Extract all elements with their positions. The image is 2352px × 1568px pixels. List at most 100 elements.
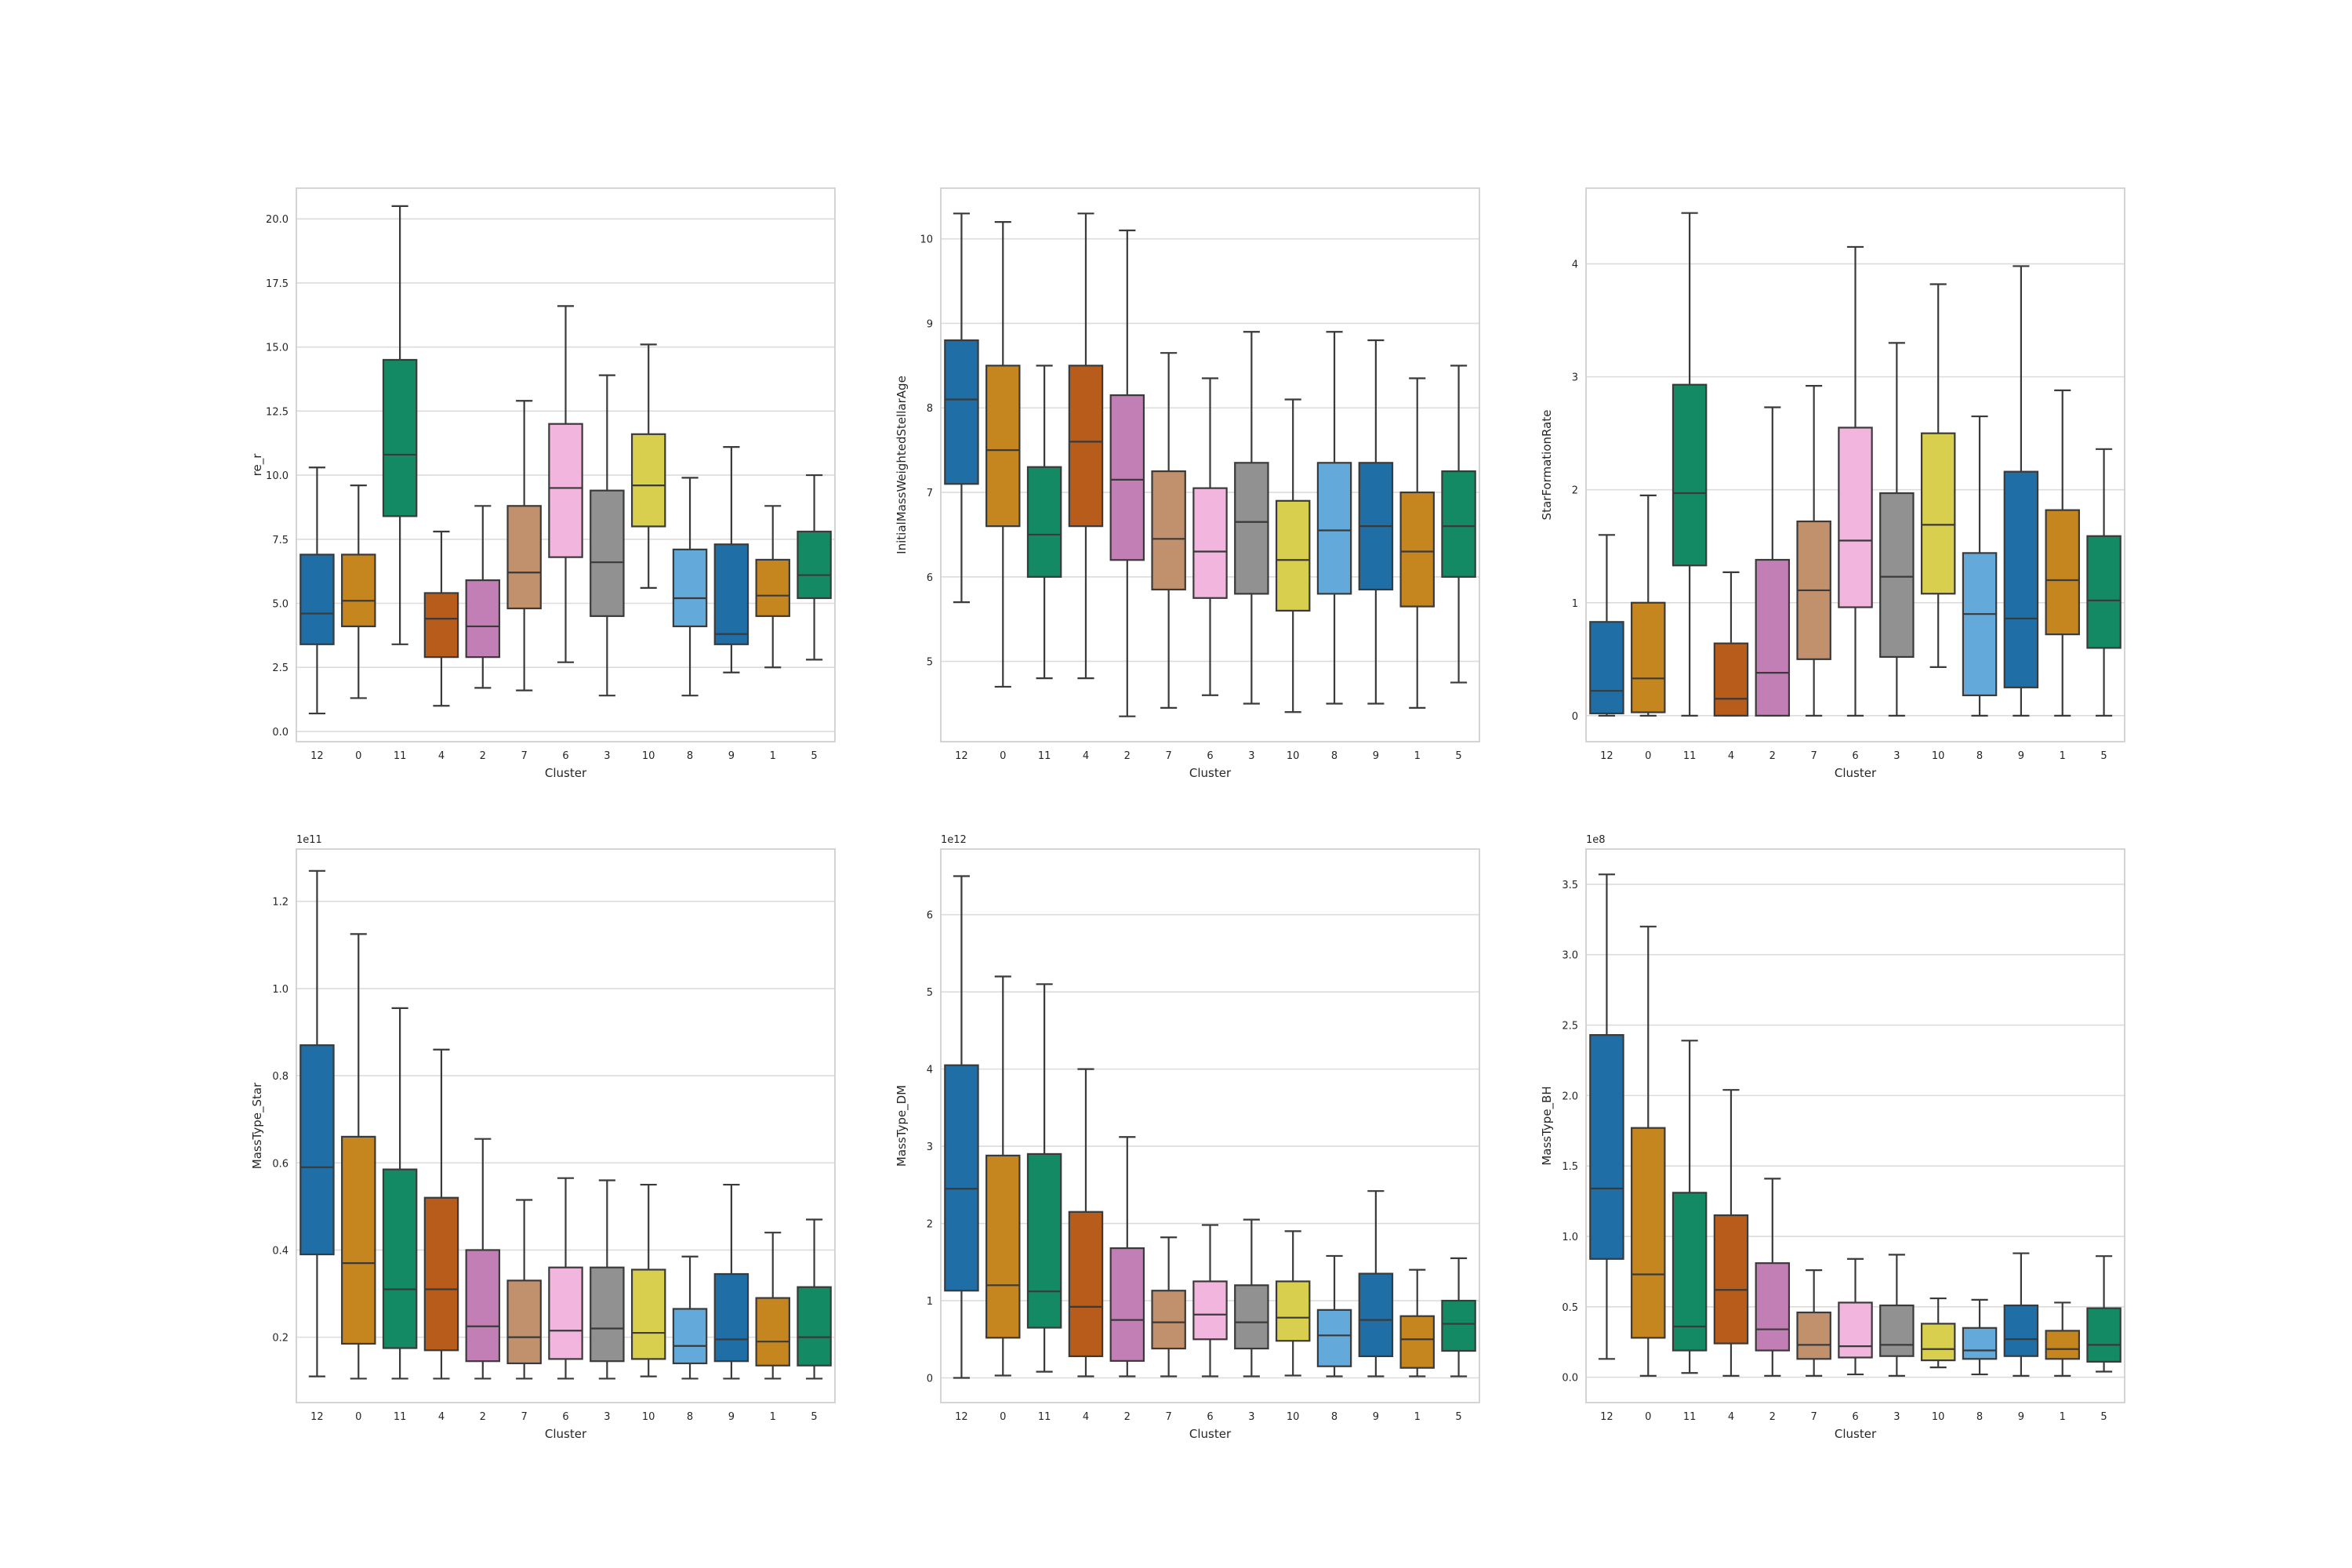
box-cluster-11 — [1026, 365, 1062, 680]
box-cluster-2 — [1109, 229, 1145, 717]
y-tick-label: 0.2 — [272, 1333, 289, 1345]
box-cluster-5 — [1441, 1257, 1476, 1377]
box-cluster-4 — [1713, 1089, 1749, 1377]
axis-offset-text: 1e12 — [941, 834, 967, 846]
iqr-box — [548, 423, 583, 558]
x-tick-label: 1 — [1414, 750, 1421, 762]
x-tick-label: 10 — [1287, 1411, 1300, 1423]
iqr-box — [1275, 1280, 1311, 1342]
iqr-box — [1316, 1308, 1352, 1367]
box-cluster-3 — [590, 1179, 625, 1380]
x-tick-label: 11 — [1038, 750, 1051, 762]
y-tick-label: 1.5 — [1562, 1161, 1578, 1173]
iqr-box — [630, 433, 666, 528]
y-tick-label: 9 — [927, 318, 933, 330]
x-tick-label: 5 — [811, 1411, 817, 1423]
chart-panel-2: 5 6 7 8 9 10 12 0 11 4 2 7 6 3 10 8 9 1 5 Cluster InitialMas… — [895, 187, 1480, 780]
x-tick-label: 8 — [1331, 1411, 1338, 1423]
x-tick-label: 8 — [687, 1411, 693, 1423]
y-tick-label: 1.0 — [272, 984, 289, 996]
box-cluster-12 — [944, 875, 979, 1379]
x-tick-label: 11 — [1038, 1411, 1051, 1423]
y-tick-label: 3 — [927, 1142, 933, 1153]
x-tick-label: 7 — [1166, 750, 1172, 762]
x-tick-label: 2 — [1769, 750, 1776, 762]
y-tick-label: 2.5 — [1562, 1021, 1578, 1033]
x-tick-label: 2 — [1124, 1411, 1131, 1423]
x-tick-label: 4 — [438, 1411, 445, 1423]
x-tick-label: 4 — [1728, 750, 1734, 762]
iqr-box — [797, 530, 832, 600]
box-cluster-9 — [713, 446, 750, 673]
y-tick-label: 10 — [920, 234, 933, 246]
box-cluster-8 — [1962, 415, 1998, 717]
x-axis-label: Cluster — [1835, 766, 1877, 780]
box-cluster-3 — [1879, 1254, 1915, 1377]
box-cluster-0 — [341, 485, 376, 699]
iqr-box — [341, 1135, 376, 1345]
x-tick-label: 9 — [2018, 1411, 2024, 1423]
x-tick-label: 6 — [1207, 1411, 1213, 1423]
iqr-box — [2003, 1304, 2039, 1357]
iqr-box — [713, 543, 750, 645]
x-axis-label: Cluster — [545, 766, 587, 780]
y-axis-label: MassType_DM — [895, 1085, 909, 1167]
box-cluster-2 — [1755, 406, 1791, 717]
axis-offset-text: 1e11 — [296, 834, 322, 846]
iqr-box — [1838, 1301, 1873, 1359]
box-cluster-12 — [1589, 534, 1624, 717]
box-cluster-0 — [985, 975, 1021, 1377]
box-cluster-7 — [506, 1199, 542, 1380]
box-cluster-9 — [1358, 1190, 1394, 1377]
x-tick-label: 6 — [562, 750, 568, 762]
y-tick-label: 2.0 — [1562, 1091, 1578, 1102]
box-cluster-6 — [1192, 1224, 1228, 1377]
iqr-box — [713, 1272, 750, 1363]
box-cluster-0 — [985, 221, 1021, 688]
box-cluster-7 — [1796, 1269, 1831, 1377]
x-tick-label: 0 — [1645, 750, 1651, 762]
box-cluster-5 — [2086, 448, 2122, 717]
plot-frame — [940, 187, 1480, 742]
x-tick-label: 3 — [1248, 1411, 1254, 1423]
box-cluster-6 — [1838, 245, 1873, 717]
iqr-box — [1192, 487, 1228, 599]
box-cluster-6 — [548, 305, 583, 663]
box-cluster-10 — [630, 1183, 666, 1377]
y-axis-label: re_r — [250, 453, 265, 477]
y-tick-label: 1.0 — [1562, 1232, 1578, 1243]
plot-frame — [940, 848, 1480, 1403]
y-tick-label: 3.5 — [1562, 880, 1578, 891]
x-tick-label: 6 — [1852, 1411, 1858, 1423]
iqr-box — [1631, 601, 1666, 713]
x-tick-label: 3 — [1248, 750, 1254, 762]
y-tick-label: 2.5 — [272, 662, 289, 674]
x-tick-label: 7 — [521, 750, 528, 762]
iqr-box — [1755, 1262, 1791, 1352]
x-tick-label: 11 — [1683, 1411, 1697, 1423]
box-cluster-0 — [1631, 925, 1666, 1377]
y-tick-label: 5.0 — [272, 599, 289, 611]
y-tick-label: 0 — [927, 1373, 933, 1385]
box-cluster-7 — [1151, 1236, 1186, 1377]
y-tick-label: 1 — [1572, 598, 1578, 610]
box-cluster-10 — [1920, 1297, 1956, 1369]
box-cluster-7 — [1796, 385, 1831, 717]
y-tick-label: 0 — [1572, 711, 1578, 723]
box-cluster-2 — [1109, 1136, 1145, 1377]
box-cluster-3 — [1879, 342, 1915, 717]
box-cluster-11 — [382, 205, 418, 645]
x-tick-label: 6 — [1852, 750, 1858, 762]
box-cluster-1 — [755, 505, 790, 669]
y-tick-label: 2 — [1572, 485, 1578, 497]
iqr-box — [944, 1064, 979, 1292]
iqr-box — [506, 1279, 542, 1365]
y-axis-label: MassType_Star — [250, 1082, 265, 1169]
iqr-box — [1796, 1311, 1831, 1360]
box-cluster-10 — [630, 343, 666, 589]
chart-panel-4: 0.2 0.4 0.6 0.8 1.0 1.2 12 0 11 4 2 7 6 3 10 8 9 1 5 Cluste… — [250, 834, 836, 1441]
iqr-box — [1399, 1315, 1435, 1369]
x-tick-label: 8 — [1976, 750, 1983, 762]
box-cluster-3 — [1234, 1218, 1269, 1377]
box-cluster-10 — [1275, 1230, 1311, 1377]
